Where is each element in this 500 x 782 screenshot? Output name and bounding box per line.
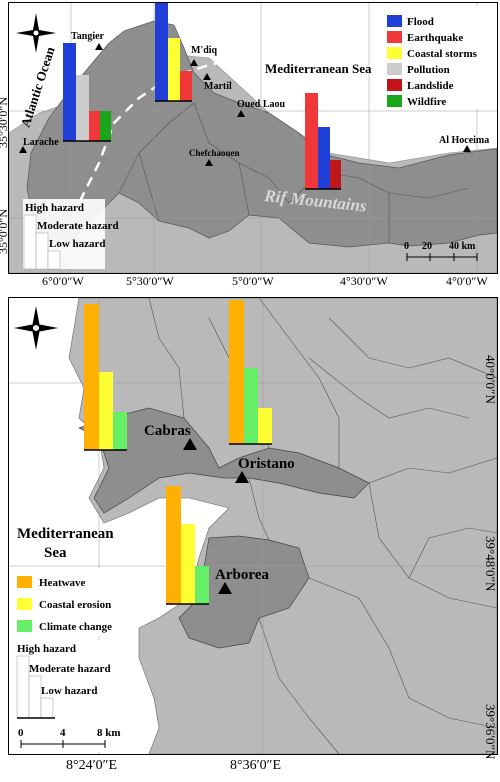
bar-coastal-storms — [168, 38, 180, 101]
legend-label-wildfire: Wildfire — [407, 96, 446, 108]
bar-heatwave — [229, 300, 244, 444]
bar-group-tangier — [63, 43, 111, 142]
top-x-tick-5: 4°0′0″W — [446, 274, 488, 288]
land-mainland — [68, 298, 497, 754]
legend-label-landslide: Landslide — [407, 80, 454, 92]
hazard-low-label: Low hazard — [49, 238, 106, 250]
top-y-tick-2: 35°0′0″N — [0, 208, 10, 254]
legend-label-climate-change: Climate change — [39, 621, 112, 633]
legend-swatch-landslide — [387, 79, 402, 91]
legend-swatch-coastal-erosion — [17, 598, 32, 610]
bar-heatwave — [166, 486, 181, 604]
bar-wildfire — [100, 111, 111, 141]
scale-tick-1: 4 — [60, 727, 66, 739]
town-markers — [183, 438, 249, 594]
bottom-x-tick-2: 8°36′0″E — [230, 758, 282, 773]
top-x-tick-4: 4°30′0″W — [340, 274, 388, 288]
bottom-map-panel: Cabras Oristano Arborea Mediterranean Se… — [8, 297, 498, 755]
city-label-al-hoceima: Al Hoceima — [439, 135, 489, 146]
legend-swatch-flood — [387, 15, 402, 27]
legend-swatch-coastal-storms — [387, 47, 402, 59]
city-label-chefchaouen: Chefchaouen — [189, 148, 240, 158]
bar-group-mdiq — [155, 3, 192, 102]
bar-pollution — [76, 75, 89, 141]
town-label-cabras: Cabras — [144, 423, 191, 439]
scale-tick-0: 0 — [18, 727, 24, 739]
bottom-map-svg: Cabras Oristano Arborea Mediterranean Se… — [9, 298, 497, 754]
top-y-tick-1: 35°30′0″N — [0, 96, 10, 148]
bottom-x-tick-1: 8°24′0″E — [66, 758, 118, 773]
legend-label-pollution: Pollution — [407, 64, 450, 76]
legend-swatch-earthquake — [387, 31, 402, 43]
legend-label-flood: Flood — [407, 16, 434, 28]
bottom-y-tick-3: 39°36′0″N — [483, 704, 498, 760]
bar-climate-change — [244, 368, 258, 444]
hazard-high-label: High hazard — [25, 202, 84, 214]
town-label-arborea: Arborea — [215, 567, 269, 583]
bar-earthquake — [180, 71, 192, 101]
legend-swatch-wildfire — [387, 95, 402, 107]
bottom-y-tick-1: 40°0′0″N — [483, 355, 498, 404]
sea-label: Mediterranean Sea — [265, 61, 372, 76]
bar-earthquake — [89, 111, 100, 141]
bottom-legend: Heatwave Coastal erosion Climate change — [13, 568, 133, 636]
cabras-region — [78, 407, 370, 514]
hazard-low-label: Low hazard — [41, 685, 98, 697]
bar-coastal-erosion — [99, 372, 113, 450]
city-markers — [19, 43, 471, 166]
top-scale-bar: 0 20 40 km — [404, 241, 478, 261]
top-map-svg: Tangier M'diq Martil Oued Laou Chefchaou… — [9, 3, 497, 273]
bar-climate-change — [195, 566, 209, 604]
hazard-high-label: High hazard — [17, 643, 76, 655]
city-label-oued-laou: Oued Laou — [237, 99, 286, 110]
bar-coastal-erosion — [181, 524, 195, 604]
bar-heatwave — [84, 304, 99, 450]
bar-earthquake — [305, 93, 318, 189]
bar-group-al-hoceima — [305, 93, 341, 190]
hazard-moderate-label: Moderate hazard — [37, 220, 119, 232]
sea-label-line1: Mediterranean — [17, 526, 114, 542]
bar-climate-change — [113, 412, 127, 450]
bottom-hazard-scale: High hazard Moderate hazard Low hazard — [13, 640, 123, 724]
north-arrow-icon — [16, 13, 56, 53]
north-arrow-icon — [14, 306, 58, 350]
city-label-tangier: Tangier — [71, 31, 105, 42]
legend-label-earthquake: Earthquake — [407, 32, 463, 44]
city-label-larache: Larache — [23, 137, 59, 148]
bottom-scale-bar: 0 4 8 km — [13, 724, 133, 752]
legend-label-coastal-erosion: Coastal erosion — [39, 599, 111, 611]
scale-tick-1: 20 — [422, 241, 432, 252]
legend-swatch-heatwave — [17, 576, 32, 588]
top-legend: Flood Earthquake Coastal storms Pollutio… — [382, 7, 494, 109]
bar-flood — [155, 3, 168, 101]
dashed-boundary — [57, 56, 240, 249]
legend-label-coastal-storms: Coastal storms — [407, 48, 478, 60]
town-label-oristano: Oristano — [238, 456, 295, 472]
top-x-tick-3: 5°0′0″W — [232, 274, 274, 288]
bar-group-cabras — [84, 304, 127, 451]
hazard-moderate-label: Moderate hazard — [29, 663, 111, 675]
top-hazard-scale: High hazard Moderate hazard Low hazard — [23, 199, 119, 270]
bar-group-arborea — [166, 486, 209, 605]
bar-flood — [318, 127, 330, 189]
scale-tick-2: 40 km — [449, 241, 476, 252]
legend-label-heatwave: Heatwave — [39, 577, 86, 589]
top-x-tick-2: 5°30′0″W — [126, 274, 174, 288]
bar-flood — [63, 43, 76, 141]
top-x-tick-1: 6°0′0″W — [42, 274, 84, 288]
top-map-panel: Tangier M'diq Martil Oued Laou Chefchaou… — [8, 2, 498, 274]
bar-group-oristano — [229, 300, 272, 445]
scale-tick-0: 0 — [404, 241, 409, 252]
legend-swatch-climate-change — [17, 620, 32, 632]
city-label-martil: Martil — [204, 81, 232, 92]
bottom-y-tick-2: 39°48′0″N — [483, 536, 498, 592]
legend-swatch-pollution — [387, 63, 402, 75]
bar-landslide — [330, 160, 341, 189]
sea-label-line2: Sea — [44, 545, 67, 561]
city-label-mdiq: M'diq — [191, 45, 218, 56]
bar-coastal-erosion — [258, 408, 272, 444]
scale-tick-2: 8 km — [97, 727, 121, 739]
